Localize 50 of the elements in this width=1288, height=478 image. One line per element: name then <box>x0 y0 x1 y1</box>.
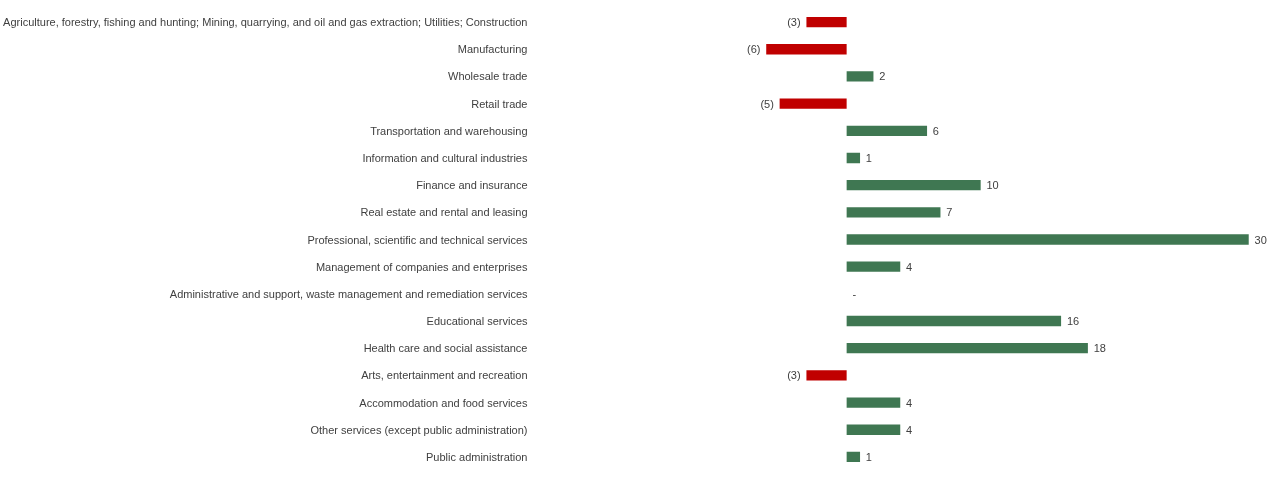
y-tick-label: Information and cultural industries <box>362 151 528 164</box>
data-label: 30 <box>1254 233 1267 246</box>
y-tick-label: Administrative and support, waste management and remediation services <box>169 287 528 300</box>
data-label: 4 <box>906 423 913 436</box>
y-tick-label: Retail trade <box>471 97 528 110</box>
data-label: (3) <box>787 16 801 29</box>
bar <box>846 152 861 164</box>
bar <box>846 397 901 408</box>
data-label: 6 <box>932 124 939 137</box>
data-label: 16 <box>1066 315 1080 328</box>
y-tick-label: Arts, entertainment and recreation <box>361 369 528 382</box>
data-label: 4 <box>906 260 913 273</box>
data-label: 4 <box>906 396 913 409</box>
bar <box>846 125 928 136</box>
data-label: (6) <box>746 43 761 56</box>
bar <box>806 16 847 28</box>
bar <box>846 261 901 272</box>
y-tick-label: Other services (except public administration) <box>310 423 528 436</box>
y-tick-label: Transportation and warehousing <box>370 124 528 137</box>
y-tick-label: Health care and social assistance <box>363 342 528 355</box>
y-tick-label: Agriculture, forestry, fishing and hunting; Mining, quarrying, and oil and gas extraction; Utilities; Construction <box>3 16 528 29</box>
y-tick-label: Public administration <box>426 450 528 463</box>
y-tick-label: Educational services <box>426 315 528 328</box>
bar <box>846 343 1088 354</box>
data-label: 18 <box>1093 342 1106 355</box>
y-tick-label: Professional, scientific and technical services <box>307 233 528 246</box>
data-label: - <box>852 287 857 300</box>
bar <box>846 315 1062 327</box>
bar <box>846 424 901 435</box>
y-tick-label: Manufacturing <box>457 43 528 56</box>
y-tick-label: Management of companies and enterprises <box>315 260 528 273</box>
data-label: (3) <box>787 369 801 382</box>
bar <box>846 179 981 191</box>
data-label: (5) <box>760 97 774 110</box>
bar <box>846 451 861 463</box>
data-label: 1 <box>865 151 872 164</box>
bar <box>766 44 847 55</box>
data-label: 1 <box>865 450 872 463</box>
y-tick-label: Real estate and rental and leasing <box>360 206 528 219</box>
data-label: 10 <box>986 179 999 192</box>
bar <box>806 370 847 381</box>
bar <box>779 98 847 109</box>
y-tick-label: Finance and insurance <box>416 179 528 192</box>
bar <box>846 207 941 218</box>
y-tick-label: Accommodation and food services <box>359 396 528 409</box>
data-label: 2 <box>879 70 886 83</box>
bar <box>846 234 1249 245</box>
data-label: 7 <box>946 206 953 219</box>
y-tick-label: Wholesale trade <box>448 70 528 83</box>
bar <box>846 71 874 82</box>
